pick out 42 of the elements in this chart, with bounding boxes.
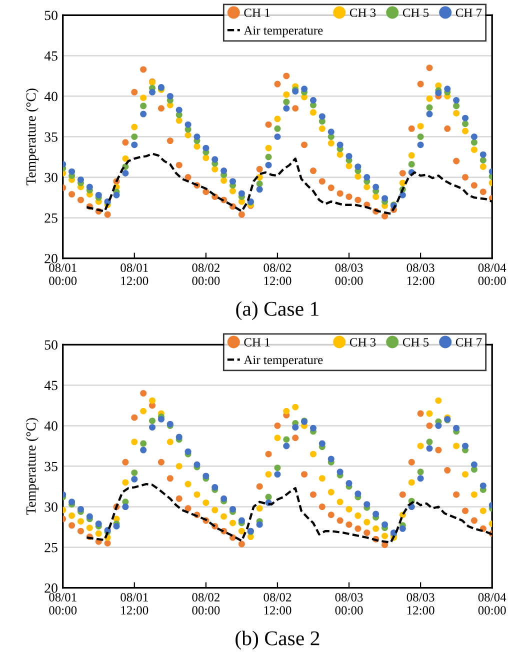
y-tick-label: 35 xyxy=(44,462,58,472)
x-tick-label: 08/03 12:00 xyxy=(406,264,434,286)
x-tick-label: 08/01 00:00 xyxy=(49,264,77,286)
x-tick-label: 08/03 00:00 xyxy=(335,593,363,615)
text: (a) Case 1 xyxy=(236,301,318,320)
x-tick-label: 08/02 12:00 xyxy=(264,264,292,286)
x-tick-label: 08/04 00:00 xyxy=(478,264,506,286)
legend-label: CH 7 xyxy=(456,8,482,18)
y-tick-label: 50 xyxy=(44,340,58,350)
y-tick-label: 50 xyxy=(44,10,58,20)
y-tick-label: 40 xyxy=(44,421,58,431)
legend-label: CH 3 xyxy=(350,8,376,18)
x-tick-label: 08/03 12:00 xyxy=(406,593,434,615)
x-tick-label: 08/02 12:00 xyxy=(264,593,292,615)
legend-label: Air temperature xyxy=(244,26,323,38)
legend-label: CH 3 xyxy=(350,338,376,347)
legend-label: CH 7 xyxy=(456,338,482,347)
x-tick-label: 08/03 00:00 xyxy=(335,264,363,286)
y-tick-label: 20 xyxy=(44,254,58,264)
y-tick-label: 45 xyxy=(44,380,58,390)
y-tick-label: 25 xyxy=(44,213,58,223)
y-tick-label: 30 xyxy=(44,502,58,512)
y-tick-label: 45 xyxy=(44,51,58,61)
x-tick-label: 08/04 00:00 xyxy=(478,593,506,615)
legend-label: CH 1 xyxy=(244,8,270,18)
x-tick-label: 08/01 00:00 xyxy=(49,593,77,615)
y-tick-label: 35 xyxy=(44,132,58,142)
legend-label: CH 5 xyxy=(402,8,429,18)
x-tick-label: 08/02 00:00 xyxy=(192,264,220,286)
text: (b) Case 2 xyxy=(236,630,320,650)
y-tick-label: 25 xyxy=(44,542,58,552)
y-tick-label: 40 xyxy=(44,92,58,102)
x-tick-label: 08/01 12:00 xyxy=(120,593,148,615)
y-axis-title: Temperature (°C) xyxy=(26,418,39,515)
y-tick-label: 20 xyxy=(44,583,58,593)
y-tick-label: 30 xyxy=(44,172,58,182)
x-tick-label: 08/02 00:00 xyxy=(192,593,220,615)
legend-label: Air temperature xyxy=(244,356,323,367)
legend-label: CH 5 xyxy=(402,338,429,347)
legend-label: CH 1 xyxy=(244,338,270,347)
x-tick-label: 08/01 12:00 xyxy=(120,264,148,286)
y-axis-title: Temperature (°C) xyxy=(26,88,39,186)
